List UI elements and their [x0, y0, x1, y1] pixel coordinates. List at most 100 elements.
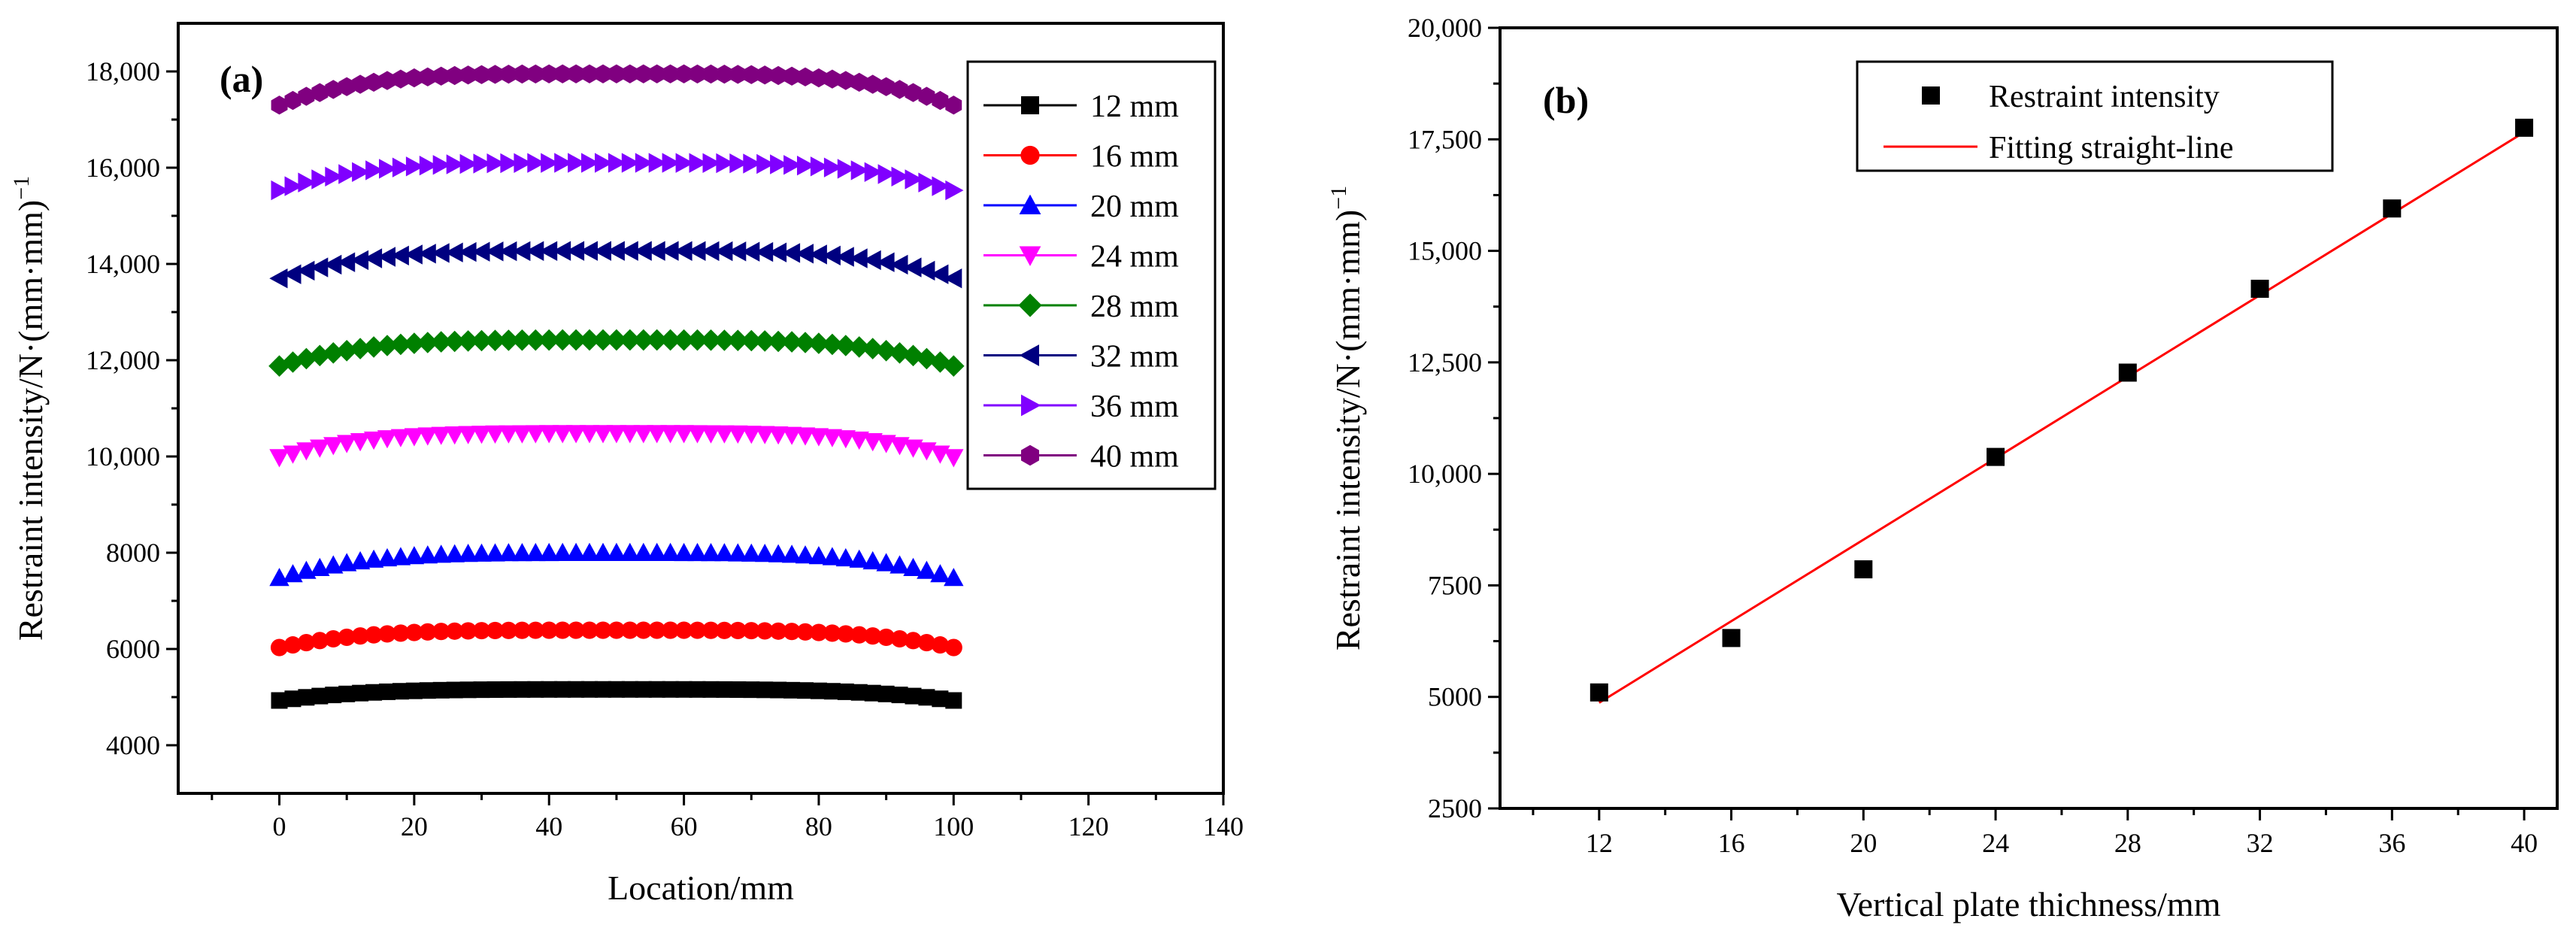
- chart-a-point: [862, 250, 881, 271]
- chart-a-point: [635, 681, 652, 698]
- chart-a-point: [850, 160, 869, 180]
- chart-b-x-tick-label: 40: [2511, 828, 2538, 858]
- chart-a-point: [553, 241, 571, 261]
- chart-b-legend-item: Fitting straight-line: [1884, 131, 2233, 165]
- chart-a-series-24mm: [269, 425, 964, 468]
- chart-a-point: [392, 683, 409, 700]
- chart-a-point: [823, 69, 841, 89]
- chart-a-point: [527, 153, 546, 173]
- chart-a-point: [729, 621, 747, 639]
- chart-a-point: [526, 425, 546, 444]
- chart-a-point: [835, 335, 857, 356]
- chart-a-point: [756, 681, 774, 699]
- chart-a-point: [755, 241, 774, 262]
- chart-a-point: [904, 632, 923, 650]
- chart-a-y-axis-title: Restraint intensity/N·(mm·mm)−1: [9, 176, 50, 641]
- chart-a-point: [539, 542, 559, 562]
- chart-a-point: [446, 622, 464, 640]
- chart-a-point: [823, 157, 843, 177]
- chart-a-point: [620, 241, 638, 261]
- chart-a-point: [298, 172, 317, 193]
- chart-a-point: [808, 244, 827, 265]
- chart-a-point: [877, 164, 896, 184]
- chart-a-point: [864, 162, 883, 182]
- chart-a-data-marks: [268, 64, 965, 709]
- chart-a-point: [458, 241, 477, 262]
- chart-a-point: [419, 623, 437, 641]
- chart-a-point: [741, 241, 760, 262]
- chart-a-point: [309, 344, 331, 367]
- chart-a-x-tick-label: 40: [535, 811, 562, 841]
- chart-a-point: [659, 329, 681, 351]
- chart-a-point: [527, 64, 544, 83]
- chart-a-point: [930, 564, 950, 583]
- chart-a-point: [269, 449, 289, 468]
- chart-a-point: [647, 241, 665, 261]
- chart-a-panel-label: (a): [220, 58, 263, 100]
- chart-a-point: [822, 429, 843, 447]
- chart-a-point: [540, 621, 558, 639]
- chart-a-point: [553, 621, 571, 639]
- chart-a-point: [323, 342, 344, 364]
- chart-a-point: [595, 153, 614, 173]
- chart-a-point: [377, 547, 398, 567]
- chart-a-point: [945, 96, 962, 115]
- chart-a-point: [944, 449, 964, 468]
- chart-a-point: [513, 621, 531, 639]
- chart-a-point: [714, 425, 735, 444]
- chart-a-legend-item: 32 mm: [983, 340, 1179, 374]
- chart-a-point: [905, 687, 922, 705]
- chart-a-point: [579, 542, 600, 561]
- chart-a-point: [325, 687, 342, 704]
- chart-a-point: [432, 155, 451, 175]
- chart-a-point: [605, 329, 628, 351]
- chart-a-point: [905, 83, 922, 102]
- chart-a-point: [514, 64, 531, 84]
- chart-b-y-axis: 2500 5000 7500 10,000 12,500 15,000 17,500 20,0…: [1408, 13, 1500, 823]
- chart-a-point: [284, 690, 302, 708]
- chart-a-x-tick-label: 80: [805, 811, 832, 841]
- chart-b-y-axis-title-superscript: −1: [1326, 186, 1351, 210]
- chart-a-point: [486, 681, 504, 699]
- chart-a-point: [338, 77, 356, 96]
- chart-a-point: [526, 241, 544, 261]
- chart-a-point: [716, 681, 733, 698]
- chart-a-point: [621, 153, 640, 173]
- chart-a-point: [621, 621, 639, 639]
- chart-a-point: [755, 426, 775, 444]
- chart-a-legend-box: [966, 60, 1217, 490]
- chart-a-point: [471, 543, 492, 562]
- chart-a-point: [689, 681, 706, 698]
- chart-a-x-tick-label: 0: [273, 811, 286, 841]
- chart-a-point: [417, 427, 438, 446]
- chart-a-point: [499, 241, 517, 262]
- chart-a-point: [687, 542, 708, 562]
- chart-b-fit-line: [1599, 131, 2525, 704]
- chart-a-point: [797, 682, 814, 699]
- chart-a-point: [268, 355, 290, 377]
- chart-a-point: [930, 264, 949, 284]
- chart-a-point: [337, 435, 357, 453]
- chart-a-point: [700, 329, 722, 351]
- chart-a-point: [741, 543, 762, 562]
- chart-a-point: [768, 544, 789, 563]
- chart-a-point: [811, 68, 827, 88]
- chart-a-point: [363, 549, 384, 568]
- chart-a-point: [850, 684, 868, 701]
- chart-a-point: [794, 332, 817, 353]
- chart-a-point: [835, 547, 856, 567]
- chart-a-point: [837, 71, 854, 90]
- chart-a-point: [432, 66, 450, 86]
- chart-b-point: [2515, 118, 2534, 137]
- chart-a-point: [931, 636, 949, 654]
- chart-a-legend-item: 36 mm: [983, 390, 1179, 424]
- chart-a-point: [756, 65, 774, 85]
- chart-a-point: [932, 90, 949, 111]
- chart-a-series-28mm: [268, 329, 965, 377]
- chart-b-point: [1590, 683, 1608, 702]
- chart-a-point: [554, 64, 571, 83]
- chart-a-point: [770, 154, 789, 174]
- chart-a-legend-marker: [1021, 394, 1041, 417]
- chart-a-point: [363, 431, 384, 450]
- chart-a-point: [864, 684, 881, 702]
